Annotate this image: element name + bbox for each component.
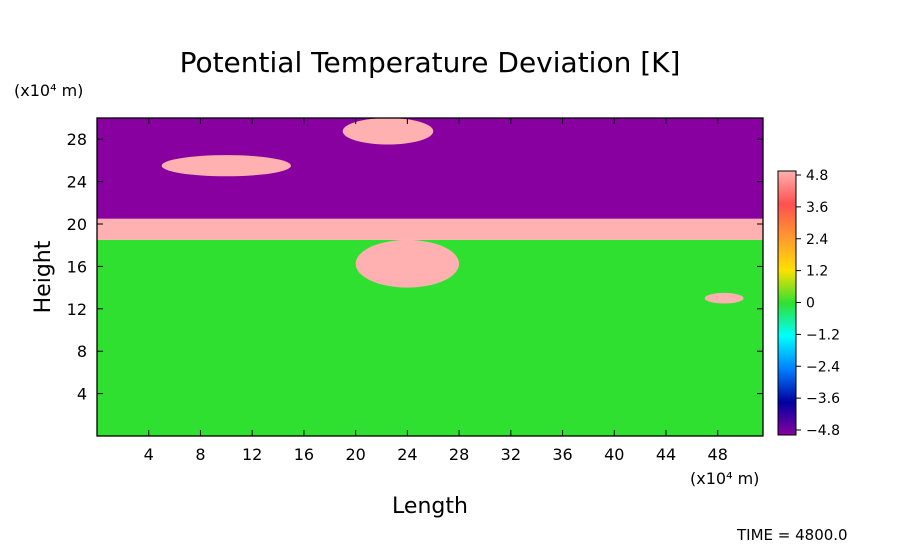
x-tick-label: 4 (144, 445, 154, 464)
heatmap-region (342, 118, 434, 145)
x-tick-label: 32 (501, 445, 521, 464)
y-axis-label: Height (31, 240, 56, 313)
y-tick-label: 24 (67, 173, 87, 192)
colorbar-label: 0 (806, 296, 815, 312)
colorbar-label: −2.4 (806, 359, 840, 375)
y-axis: 4 8 12 16 20 24 28 (67, 130, 763, 404)
y-tick-label: 20 (67, 215, 87, 234)
y-tick-label: 16 (67, 257, 87, 276)
y-tick-label: 8 (77, 342, 87, 361)
colorbar-label: 2.4 (806, 232, 828, 248)
y-tick-label: 12 (67, 300, 87, 319)
y-unit-label: (x10⁴ m) (14, 81, 83, 100)
x-unit-label: (x10⁴ m) (690, 469, 759, 488)
colorbar-label: −4.8 (806, 423, 840, 439)
plot-area (97, 118, 763, 436)
heatmap-region (97, 218, 763, 240)
heatmap-region (161, 155, 291, 177)
x-tick-label: 40 (604, 445, 624, 464)
y-tick-label: 28 (67, 130, 87, 149)
colorbar: 4.8 3.6 2.4 1.2 0 −1.2 −2.4 −3.6 −4.8 (777, 168, 840, 439)
heatmap-region (704, 292, 744, 304)
chart-title: Potential Temperature Deviation [K] (180, 46, 681, 79)
x-tick-label: 44 (656, 445, 676, 464)
x-tick-label: 12 (242, 445, 262, 464)
x-tick-label: 16 (294, 445, 314, 464)
x-tick-label: 36 (552, 445, 572, 464)
x-tick-label: 28 (449, 445, 469, 464)
x-tick-label: 20 (345, 445, 365, 464)
y-tick-label: 4 (77, 385, 87, 404)
x-tick-label: 48 (708, 445, 728, 464)
colorbar-gradient (777, 170, 797, 436)
colorbar-label: −3.6 (806, 391, 840, 407)
x-tick-label: 24 (397, 445, 417, 464)
colorbar-label: −1.2 (806, 327, 840, 343)
x-axis-label: Length (392, 494, 468, 519)
time-label: TIME = 4800.0 (736, 526, 848, 544)
heatmap-region (355, 239, 460, 288)
x-tick-label: 8 (195, 445, 205, 464)
x-axis: 4 8 12 16 20 24 28 32 36 40 44 48 (144, 118, 728, 464)
plot-frame (96, 117, 764, 437)
colorbar-label: 4.8 (806, 168, 828, 184)
colorbar-label: 1.2 (806, 264, 828, 280)
colorbar-label: 3.6 (806, 200, 828, 216)
